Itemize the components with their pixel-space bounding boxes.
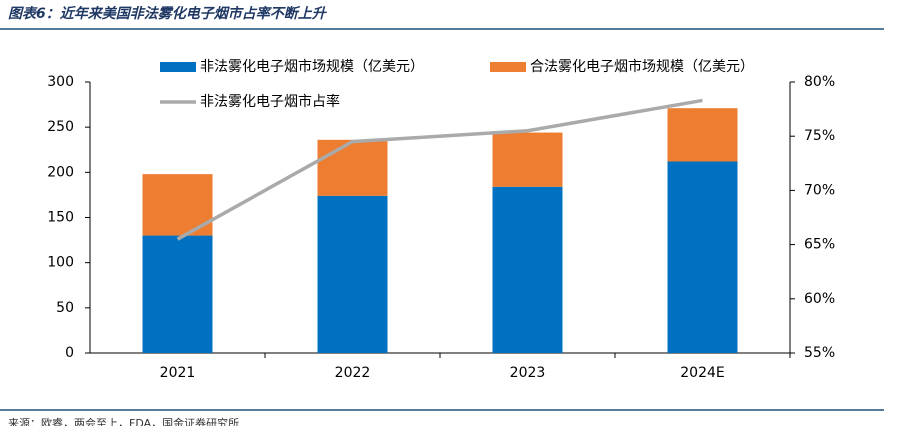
share-line [176,98,703,241]
legend-label: 非法雾化电子烟市占率 [200,93,340,110]
y-tick-label: 50 [56,300,74,316]
x-tick-label: 2022 [335,365,371,381]
x-tick-label: 2021 [160,365,196,381]
y-tick-label: 300 [47,74,74,90]
y-tick-label: 0 [65,345,74,361]
legend-swatch [160,62,196,72]
y2-tick-label: 75% [804,128,835,144]
legend-label: 非法雾化电子烟市场规模（亿美元） [200,58,424,75]
bar-segment [317,195,388,353]
bar-segment [667,108,738,162]
y2-tick-label: 65% [804,237,835,253]
bar-segment [667,161,738,353]
x-tick-label: 2023 [510,365,546,381]
y2-tick-label: 55% [804,345,835,361]
bar-segment [492,132,563,187]
source: 来源：欧睿，两会至上，FDA，国金证券研究所 [8,416,239,426]
y2-tick-label: 60% [804,291,835,307]
y2-tick-label: 70% [804,182,835,198]
bar-segment [317,139,388,196]
y-tick-label: 150 [47,210,74,226]
bar-segment [492,186,563,353]
x-tick-label: 2024E [680,365,724,381]
bar-segment [142,235,213,353]
y-tick-label: 250 [47,119,74,135]
legend-swatch [490,62,526,72]
y-tick-label: 200 [47,164,74,180]
legend-label: 合法雾化电子烟市场规模（亿美元） [530,58,754,75]
y-tick-label: 100 [47,255,74,271]
y2-tick-label: 80% [804,74,835,90]
chart-title: 图表6：近年来美国非法雾化电子烟市占率不断上升 [8,5,328,22]
